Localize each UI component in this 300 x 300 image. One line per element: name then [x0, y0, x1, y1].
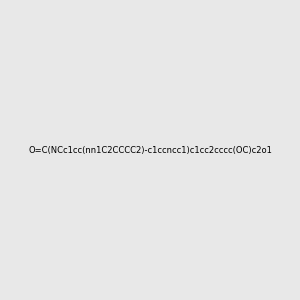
Text: O=C(NCc1cc(nn1C2CCCC2)-c1ccncc1)c1cc2cccc(OC)c2o1: O=C(NCc1cc(nn1C2CCCC2)-c1ccncc1)c1cc2ccc… — [28, 146, 272, 154]
